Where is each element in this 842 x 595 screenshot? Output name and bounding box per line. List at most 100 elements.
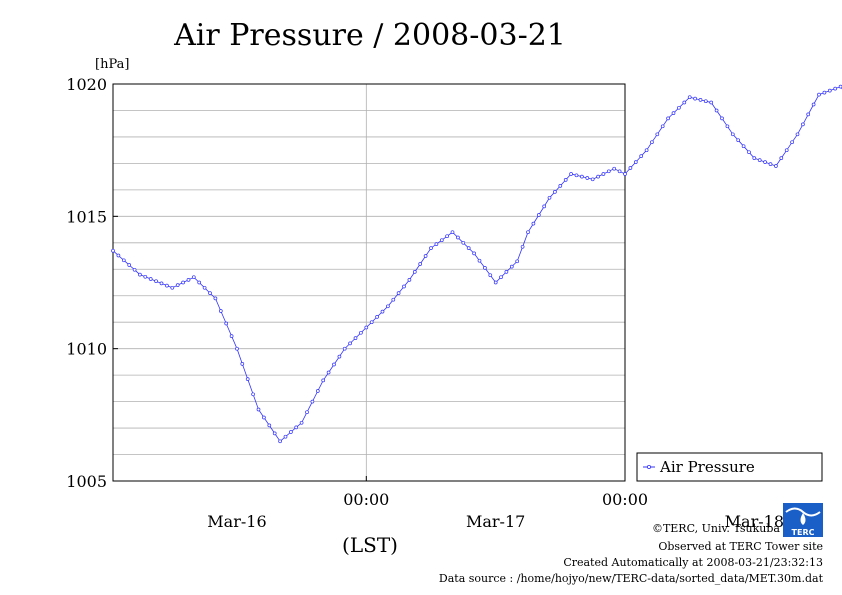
data-point	[375, 315, 379, 319]
data-point	[332, 362, 336, 367]
data-point	[574, 173, 579, 178]
data-point	[509, 264, 514, 269]
data-point	[736, 138, 741, 143]
data-point	[342, 346, 347, 351]
data-point	[590, 177, 595, 182]
data-point	[326, 370, 331, 375]
data-point	[504, 270, 509, 274]
legend: Air Pressure	[636, 452, 823, 482]
logo-text: TERC	[792, 528, 815, 537]
data-point	[402, 284, 406, 289]
data-point	[138, 272, 142, 277]
data-point	[380, 309, 385, 314]
data-point	[299, 420, 304, 425]
data-point	[461, 240, 466, 245]
logo-wave-icon	[785, 507, 821, 517]
observed-text: Observed at TERC Tower site	[658, 540, 823, 553]
data-point	[838, 84, 842, 89]
data-point	[245, 377, 250, 381]
data-point	[553, 190, 557, 194]
y-tick-label: 1005	[66, 472, 107, 491]
data-point	[639, 154, 644, 158]
data-point	[720, 116, 724, 121]
y-tick-label: 1010	[66, 340, 107, 359]
data-point	[175, 283, 180, 287]
data-point	[644, 148, 649, 153]
data-point	[822, 90, 827, 95]
data-point	[256, 407, 261, 412]
data-point	[181, 280, 185, 285]
data-point	[423, 254, 428, 258]
data-point	[811, 102, 816, 107]
x-tick-date-label: Mar-16	[207, 512, 266, 531]
data-point	[596, 174, 600, 179]
data-point	[677, 105, 681, 110]
data-point	[806, 112, 811, 117]
series-line-air-pressure	[112, 86, 842, 442]
data-point	[536, 213, 541, 217]
data-point	[456, 235, 460, 240]
data-point	[542, 204, 547, 209]
data-point	[321, 378, 326, 383]
data-point	[208, 291, 212, 295]
data-point	[165, 283, 169, 288]
data-point	[466, 246, 471, 250]
data-point	[580, 174, 584, 179]
data-point	[472, 251, 476, 256]
grid-lines	[113, 84, 626, 481]
data-point	[779, 156, 784, 160]
data-point	[606, 169, 611, 174]
data-point	[660, 124, 665, 129]
data-point	[488, 273, 493, 278]
data-point	[186, 278, 191, 282]
data-point	[202, 285, 207, 290]
data-point	[315, 389, 320, 393]
data-point	[477, 258, 482, 263]
data-point	[267, 423, 272, 428]
x-tick-time-label: 00:00	[602, 490, 648, 509]
data-point	[725, 124, 730, 129]
data-point	[310, 399, 315, 404]
data-point	[714, 108, 719, 113]
data-point	[693, 96, 697, 101]
legend-entry-air-pressure: Air Pressure	[659, 458, 755, 476]
data-point	[348, 341, 352, 346]
data-point	[633, 160, 638, 164]
data-point	[569, 172, 573, 176]
data-point	[116, 253, 121, 258]
data-point	[159, 281, 164, 286]
data-point	[795, 132, 800, 137]
data-point	[121, 258, 126, 263]
y-axis-unit: [hPa]	[95, 57, 129, 72]
series-air-pressure	[111, 84, 842, 444]
data-point	[730, 132, 735, 137]
data-point	[563, 178, 568, 182]
data-point	[499, 275, 503, 280]
data-point	[229, 334, 234, 338]
created-text: Created Automatically at 2008-03-21/23:3…	[563, 556, 823, 569]
data-point	[439, 238, 444, 243]
logo-drop-icon	[800, 513, 806, 525]
data-point	[601, 172, 606, 176]
data-point	[790, 140, 794, 145]
data-point	[272, 431, 277, 436]
data-point	[650, 140, 654, 145]
y-axis: 1005 1010 1015 1020	[66, 75, 118, 491]
data-point	[752, 156, 757, 160]
data-point	[450, 230, 455, 235]
data-point	[763, 160, 767, 164]
data-point	[617, 169, 622, 174]
data-point	[148, 277, 153, 281]
data-point	[768, 162, 773, 166]
data-point	[526, 230, 530, 235]
x-tick-date-label: Mar-18	[725, 512, 784, 531]
data-point	[817, 92, 821, 97]
data-point	[418, 262, 423, 266]
data-point	[558, 184, 563, 188]
data-point	[235, 346, 239, 351]
data-point	[305, 410, 309, 415]
x-axis: 00:00Mar-1600:00Mar-1700:00Mar-1800:00Ma…	[207, 476, 784, 531]
data-point	[386, 304, 390, 309]
data-point	[132, 267, 137, 272]
